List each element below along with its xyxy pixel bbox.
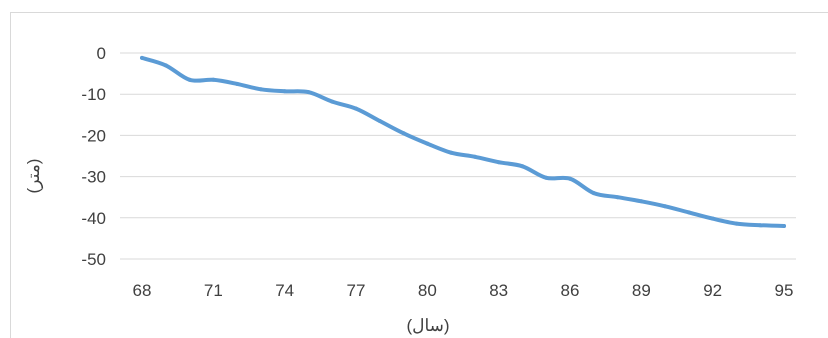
data-point [782,224,786,228]
y-tick-label: -10 [81,85,106,104]
data-point [235,81,240,86]
data-point [211,77,216,82]
x-tick-label: 80 [418,281,437,300]
data-point [282,89,287,94]
gridlines [120,52,796,260]
data-point [354,106,358,111]
data-point [449,150,454,155]
y-tick-label: -20 [81,126,106,145]
data-point [544,175,549,180]
data-point [258,87,263,92]
data-point [568,176,572,181]
data-point [377,119,382,123]
x-axis-title: (سال) [406,316,449,335]
y-axis-title: (متر) [24,159,44,194]
x-tick-label: 74 [275,281,294,300]
data-point [758,223,763,228]
y-tick-label: 0 [97,44,106,63]
x-tick-label: 89 [632,281,651,300]
data-point [425,141,430,146]
data-point [710,216,715,221]
x-tick-label: 71 [204,281,223,300]
data-point [401,131,406,136]
x-tick-label: 83 [489,281,508,300]
data-point [472,154,477,159]
data-point [591,191,596,196]
y-tick-label: -30 [81,168,106,187]
x-tick-label: 77 [347,281,366,300]
chart-border [10,12,828,338]
data-point [520,164,525,169]
series-line [140,55,786,228]
data-point [686,210,691,215]
data-point [140,55,144,60]
x-tick-label: 68 [133,281,152,300]
data-point [330,99,335,104]
x-tick-label: 92 [703,281,722,300]
data-point [187,77,192,82]
data-point [639,199,644,204]
y-axis-ticks: 0 -10 -20 -30 -40 -50 [81,44,106,269]
data-point [163,63,168,68]
x-tick-label: 86 [561,281,580,300]
y-tick-label: -40 [81,209,106,228]
data-point [496,160,501,165]
data-point [734,221,739,226]
y-tick-label: -50 [81,250,106,269]
data-point [663,204,668,209]
data-point [615,195,620,200]
data-point [306,90,311,95]
x-tick-label: 95 [775,281,794,300]
x-axis-ticks: 68 71 74 77 80 83 86 89 92 95 [133,281,794,300]
series-group [140,55,786,228]
